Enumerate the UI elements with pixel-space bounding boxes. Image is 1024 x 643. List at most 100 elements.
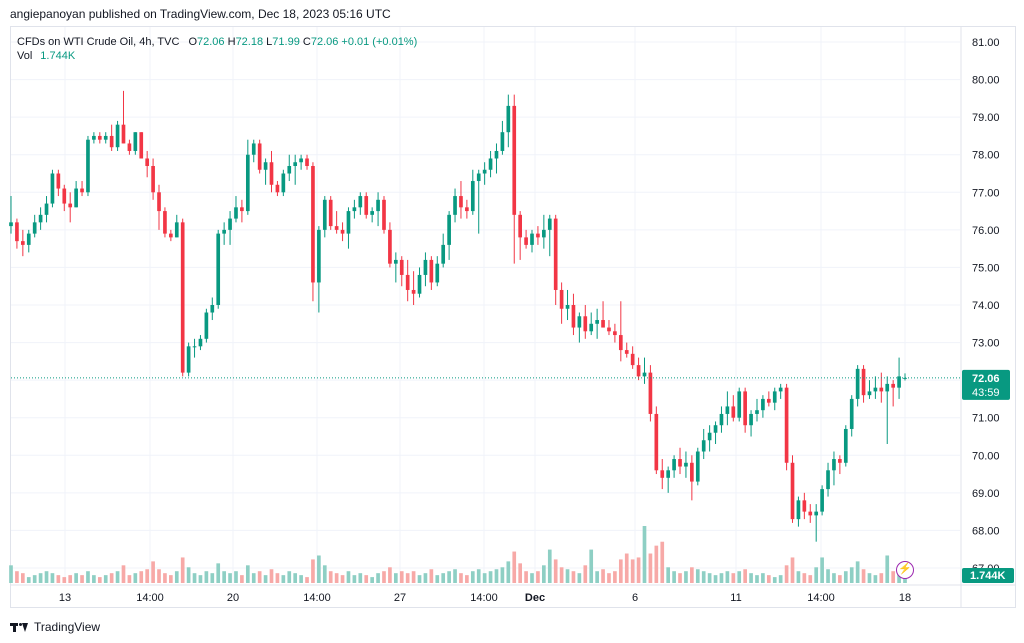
volume-bar	[808, 575, 813, 583]
volume-bar	[26, 577, 31, 583]
volume-bar	[903, 576, 907, 583]
x-tick-label: 14:00	[136, 592, 164, 604]
candle-body	[500, 132, 505, 151]
volume-bar	[293, 573, 298, 583]
candle-body	[68, 203, 73, 208]
volume-bar	[873, 575, 878, 583]
lightning-icon[interactable]: ⚡	[896, 561, 914, 579]
volume-bar	[690, 567, 694, 583]
y-tick-label: 76.00	[972, 225, 1000, 237]
volume-bar	[382, 571, 386, 583]
candle-body	[97, 135, 102, 140]
volume-bar	[731, 573, 736, 583]
volume-bar	[577, 573, 582, 583]
volume-bar	[68, 575, 73, 583]
candle-body	[9, 222, 13, 227]
candle-body	[784, 387, 789, 463]
candle-body	[595, 320, 599, 324]
volume-bar	[784, 565, 789, 583]
volume-bar	[423, 573, 428, 583]
volume-bar	[654, 545, 659, 583]
volume-bar	[778, 575, 783, 583]
volume-bar	[618, 559, 623, 583]
candle-body	[92, 135, 96, 140]
candle-body	[891, 383, 895, 388]
candle-body	[86, 139, 90, 193]
candle-body	[879, 387, 884, 392]
x-tick-label: 27	[394, 592, 406, 604]
candle-body	[151, 166, 155, 193]
candle-body	[204, 312, 209, 339]
candle-body	[743, 391, 747, 426]
candle-body	[601, 320, 605, 328]
candle-body	[317, 229, 321, 283]
candle-body	[340, 229, 345, 234]
candle-body	[707, 432, 712, 441]
volume-bar	[713, 575, 718, 583]
candle-body	[263, 162, 268, 170]
volume-bar	[399, 571, 404, 583]
volume-bar	[275, 573, 280, 583]
volume-bar	[334, 573, 339, 583]
volume-bar	[388, 567, 392, 583]
volume-bar	[393, 573, 398, 583]
candle-body	[808, 511, 813, 516]
candle-body	[494, 150, 499, 159]
candle-body	[163, 211, 167, 234]
candle-body	[293, 162, 298, 166]
volume-bar	[701, 571, 706, 583]
candle-body	[672, 459, 676, 471]
volume-bar	[542, 565, 546, 583]
volume-bar	[163, 573, 167, 583]
volume-value: 1.744K	[40, 50, 76, 62]
volume-bar	[672, 571, 676, 583]
volume-bar	[405, 573, 410, 583]
volume-bar	[97, 577, 102, 583]
volume-bar	[222, 571, 226, 583]
publisher-caption: angiepanoyan published on TradingView.co…	[10, 7, 391, 21]
volume-label: Vol	[17, 50, 33, 62]
x-tick-label: Dec	[525, 592, 545, 604]
x-tick-label: 11	[730, 592, 741, 604]
candle-body	[766, 398, 771, 403]
candle-body	[660, 470, 665, 478]
volume-bar	[56, 575, 61, 583]
candle-body	[867, 391, 872, 396]
legend-open: 72.06	[197, 36, 225, 48]
candle-body	[855, 368, 860, 399]
volume-bar	[15, 571, 19, 583]
candle-body	[678, 459, 682, 467]
volume-bar	[358, 573, 363, 583]
volume-bar	[660, 541, 665, 583]
volume-bar	[198, 575, 203, 583]
volume-bar	[849, 567, 854, 583]
candle-body	[838, 459, 842, 463]
candle-body	[465, 207, 469, 212]
volume-bar	[299, 575, 303, 583]
candle-body	[636, 365, 641, 377]
candle-body	[654, 413, 659, 471]
volume-bar	[601, 569, 605, 583]
candle-body	[429, 259, 434, 283]
candle-body	[388, 229, 392, 264]
x-tick-label: 13	[59, 592, 71, 604]
volume-bar	[470, 571, 475, 583]
candle-body	[725, 406, 730, 414]
y-tick-label: 80.00	[972, 75, 1000, 87]
y-tick-label: 81.00	[972, 37, 1000, 49]
legend-low-label: L	[266, 36, 273, 48]
volume-bar	[50, 573, 55, 583]
candle-body	[512, 105, 517, 215]
candle-body	[80, 188, 84, 193]
candle-body	[506, 105, 511, 133]
volume-bar	[814, 567, 819, 583]
candle-body	[251, 143, 256, 155]
candle-body	[441, 244, 446, 264]
volume-bar	[512, 551, 517, 583]
candle-body	[577, 316, 582, 328]
volume-bar	[228, 573, 232, 583]
volume-bar	[796, 571, 801, 583]
volume-bar	[583, 565, 588, 583]
volume-bar	[743, 569, 747, 583]
